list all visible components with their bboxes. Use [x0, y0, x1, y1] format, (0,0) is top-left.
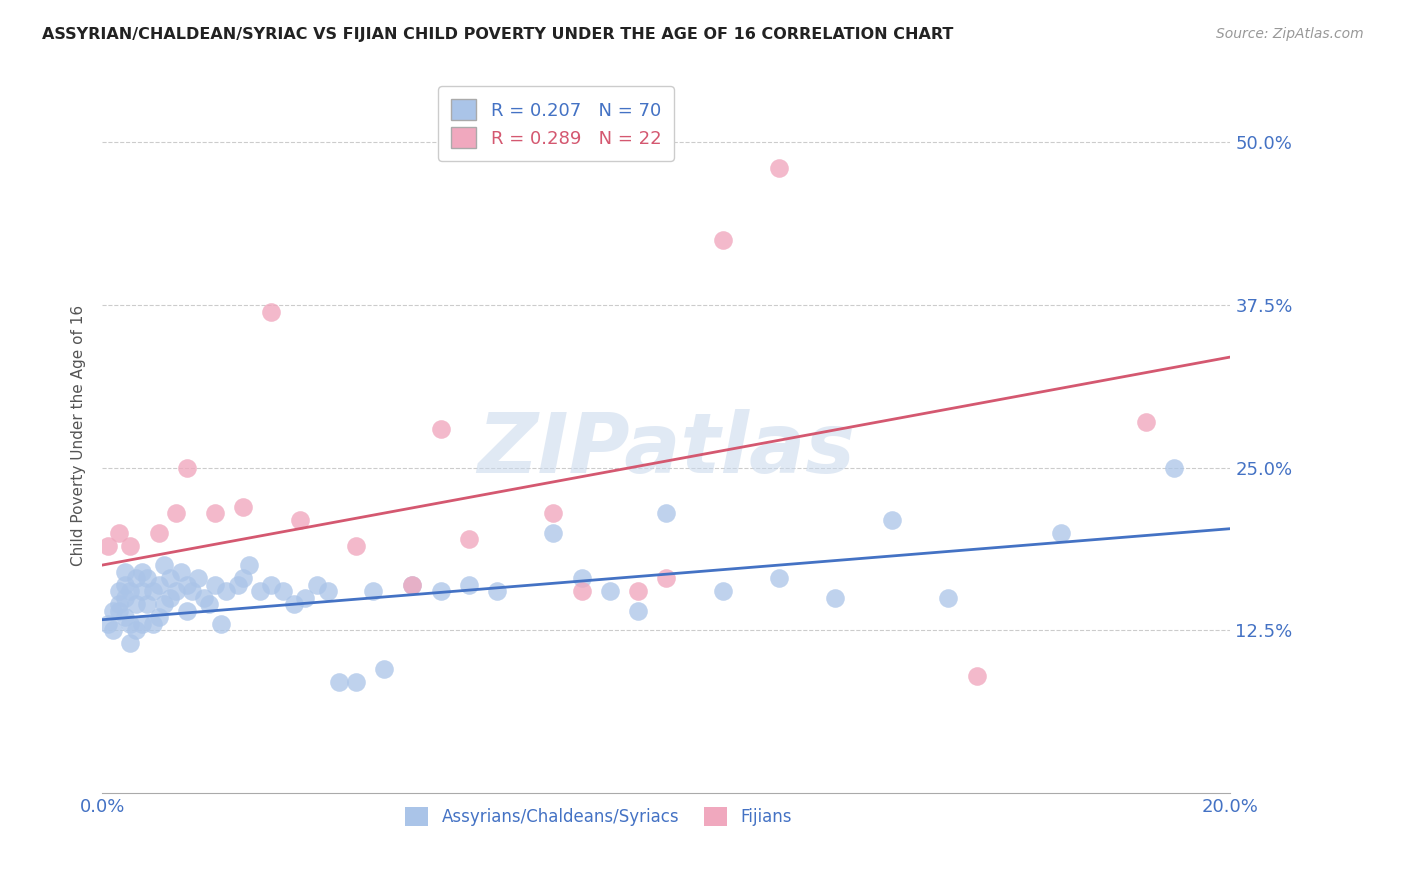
Point [880, 512, 903, 526]
Point [655, 571, 678, 585]
Point [824, 591, 846, 605]
Point [176, 604, 198, 618]
Point [294, 591, 316, 605]
Point [457, 577, 479, 591]
Point [204, 577, 226, 591]
Point [193, 591, 215, 605]
Point [457, 532, 479, 546]
Point [114, 591, 136, 605]
Point [159, 591, 181, 605]
Point [120, 616, 142, 631]
Point [486, 584, 509, 599]
Point [305, 577, 328, 591]
Point [288, 512, 311, 526]
Point [103, 623, 125, 637]
Point [131, 565, 153, 579]
Point [543, 525, 565, 540]
Point [344, 675, 367, 690]
Point [108, 597, 131, 611]
Point [1135, 415, 1157, 429]
Point [120, 539, 142, 553]
Point [232, 571, 254, 585]
Point [165, 506, 187, 520]
Point [249, 584, 271, 599]
Text: ASSYRIAN/CHALDEAN/SYRIAC VS FIJIAN CHILD POVERTY UNDER THE AGE OF 16 CORRELATION: ASSYRIAN/CHALDEAN/SYRIAC VS FIJIAN CHILD… [42, 27, 953, 42]
Legend: Assyrians/Chaldeans/Syriacs, Fijians: Assyrians/Chaldeans/Syriacs, Fijians [396, 798, 800, 834]
Point [361, 584, 384, 599]
Point [401, 577, 423, 591]
Point [165, 584, 187, 599]
Point [768, 571, 790, 585]
Point [170, 565, 193, 579]
Point [316, 584, 339, 599]
Point [153, 558, 176, 573]
Point [655, 506, 678, 520]
Point [148, 577, 170, 591]
Point [114, 577, 136, 591]
Point [176, 577, 198, 591]
Point [120, 636, 142, 650]
Point [936, 591, 959, 605]
Point [401, 577, 423, 591]
Point [153, 597, 176, 611]
Point [198, 597, 221, 611]
Point [571, 584, 593, 599]
Point [181, 584, 204, 599]
Point [599, 584, 621, 599]
Point [97, 539, 120, 553]
Point [209, 616, 232, 631]
Point [344, 539, 367, 553]
Point [543, 506, 565, 520]
Point [283, 597, 305, 611]
Point [627, 584, 650, 599]
Point [260, 304, 283, 318]
Point [125, 571, 148, 585]
Point [114, 610, 136, 624]
Point [204, 506, 226, 520]
Point [148, 525, 170, 540]
Point [966, 668, 988, 682]
Point [136, 597, 159, 611]
Point [226, 577, 249, 591]
Text: ZIPatlas: ZIPatlas [478, 409, 855, 490]
Point [159, 571, 181, 585]
Point [215, 584, 238, 599]
Point [429, 421, 451, 435]
Point [131, 584, 153, 599]
Point [131, 616, 153, 631]
Point [1163, 460, 1185, 475]
Point [142, 616, 165, 631]
Point [627, 604, 650, 618]
Point [148, 610, 170, 624]
Point [142, 584, 165, 599]
Point [429, 584, 451, 599]
Point [711, 584, 734, 599]
Point [768, 161, 790, 176]
Point [125, 623, 148, 637]
Point [571, 571, 593, 585]
Point [328, 675, 350, 690]
Point [114, 565, 136, 579]
Point [1050, 525, 1073, 540]
Point [238, 558, 260, 573]
Point [108, 525, 131, 540]
Point [271, 584, 294, 599]
Point [108, 584, 131, 599]
Point [103, 604, 125, 618]
Text: Source: ZipAtlas.com: Source: ZipAtlas.com [1216, 27, 1364, 41]
Point [97, 616, 120, 631]
Point [176, 460, 198, 475]
Point [373, 662, 395, 676]
Point [108, 604, 131, 618]
Point [136, 571, 159, 585]
Point [260, 577, 283, 591]
Point [125, 597, 148, 611]
Point [232, 500, 254, 514]
Point [711, 233, 734, 247]
Y-axis label: Child Poverty Under the Age of 16: Child Poverty Under the Age of 16 [72, 304, 86, 566]
Point [120, 584, 142, 599]
Point [187, 571, 209, 585]
